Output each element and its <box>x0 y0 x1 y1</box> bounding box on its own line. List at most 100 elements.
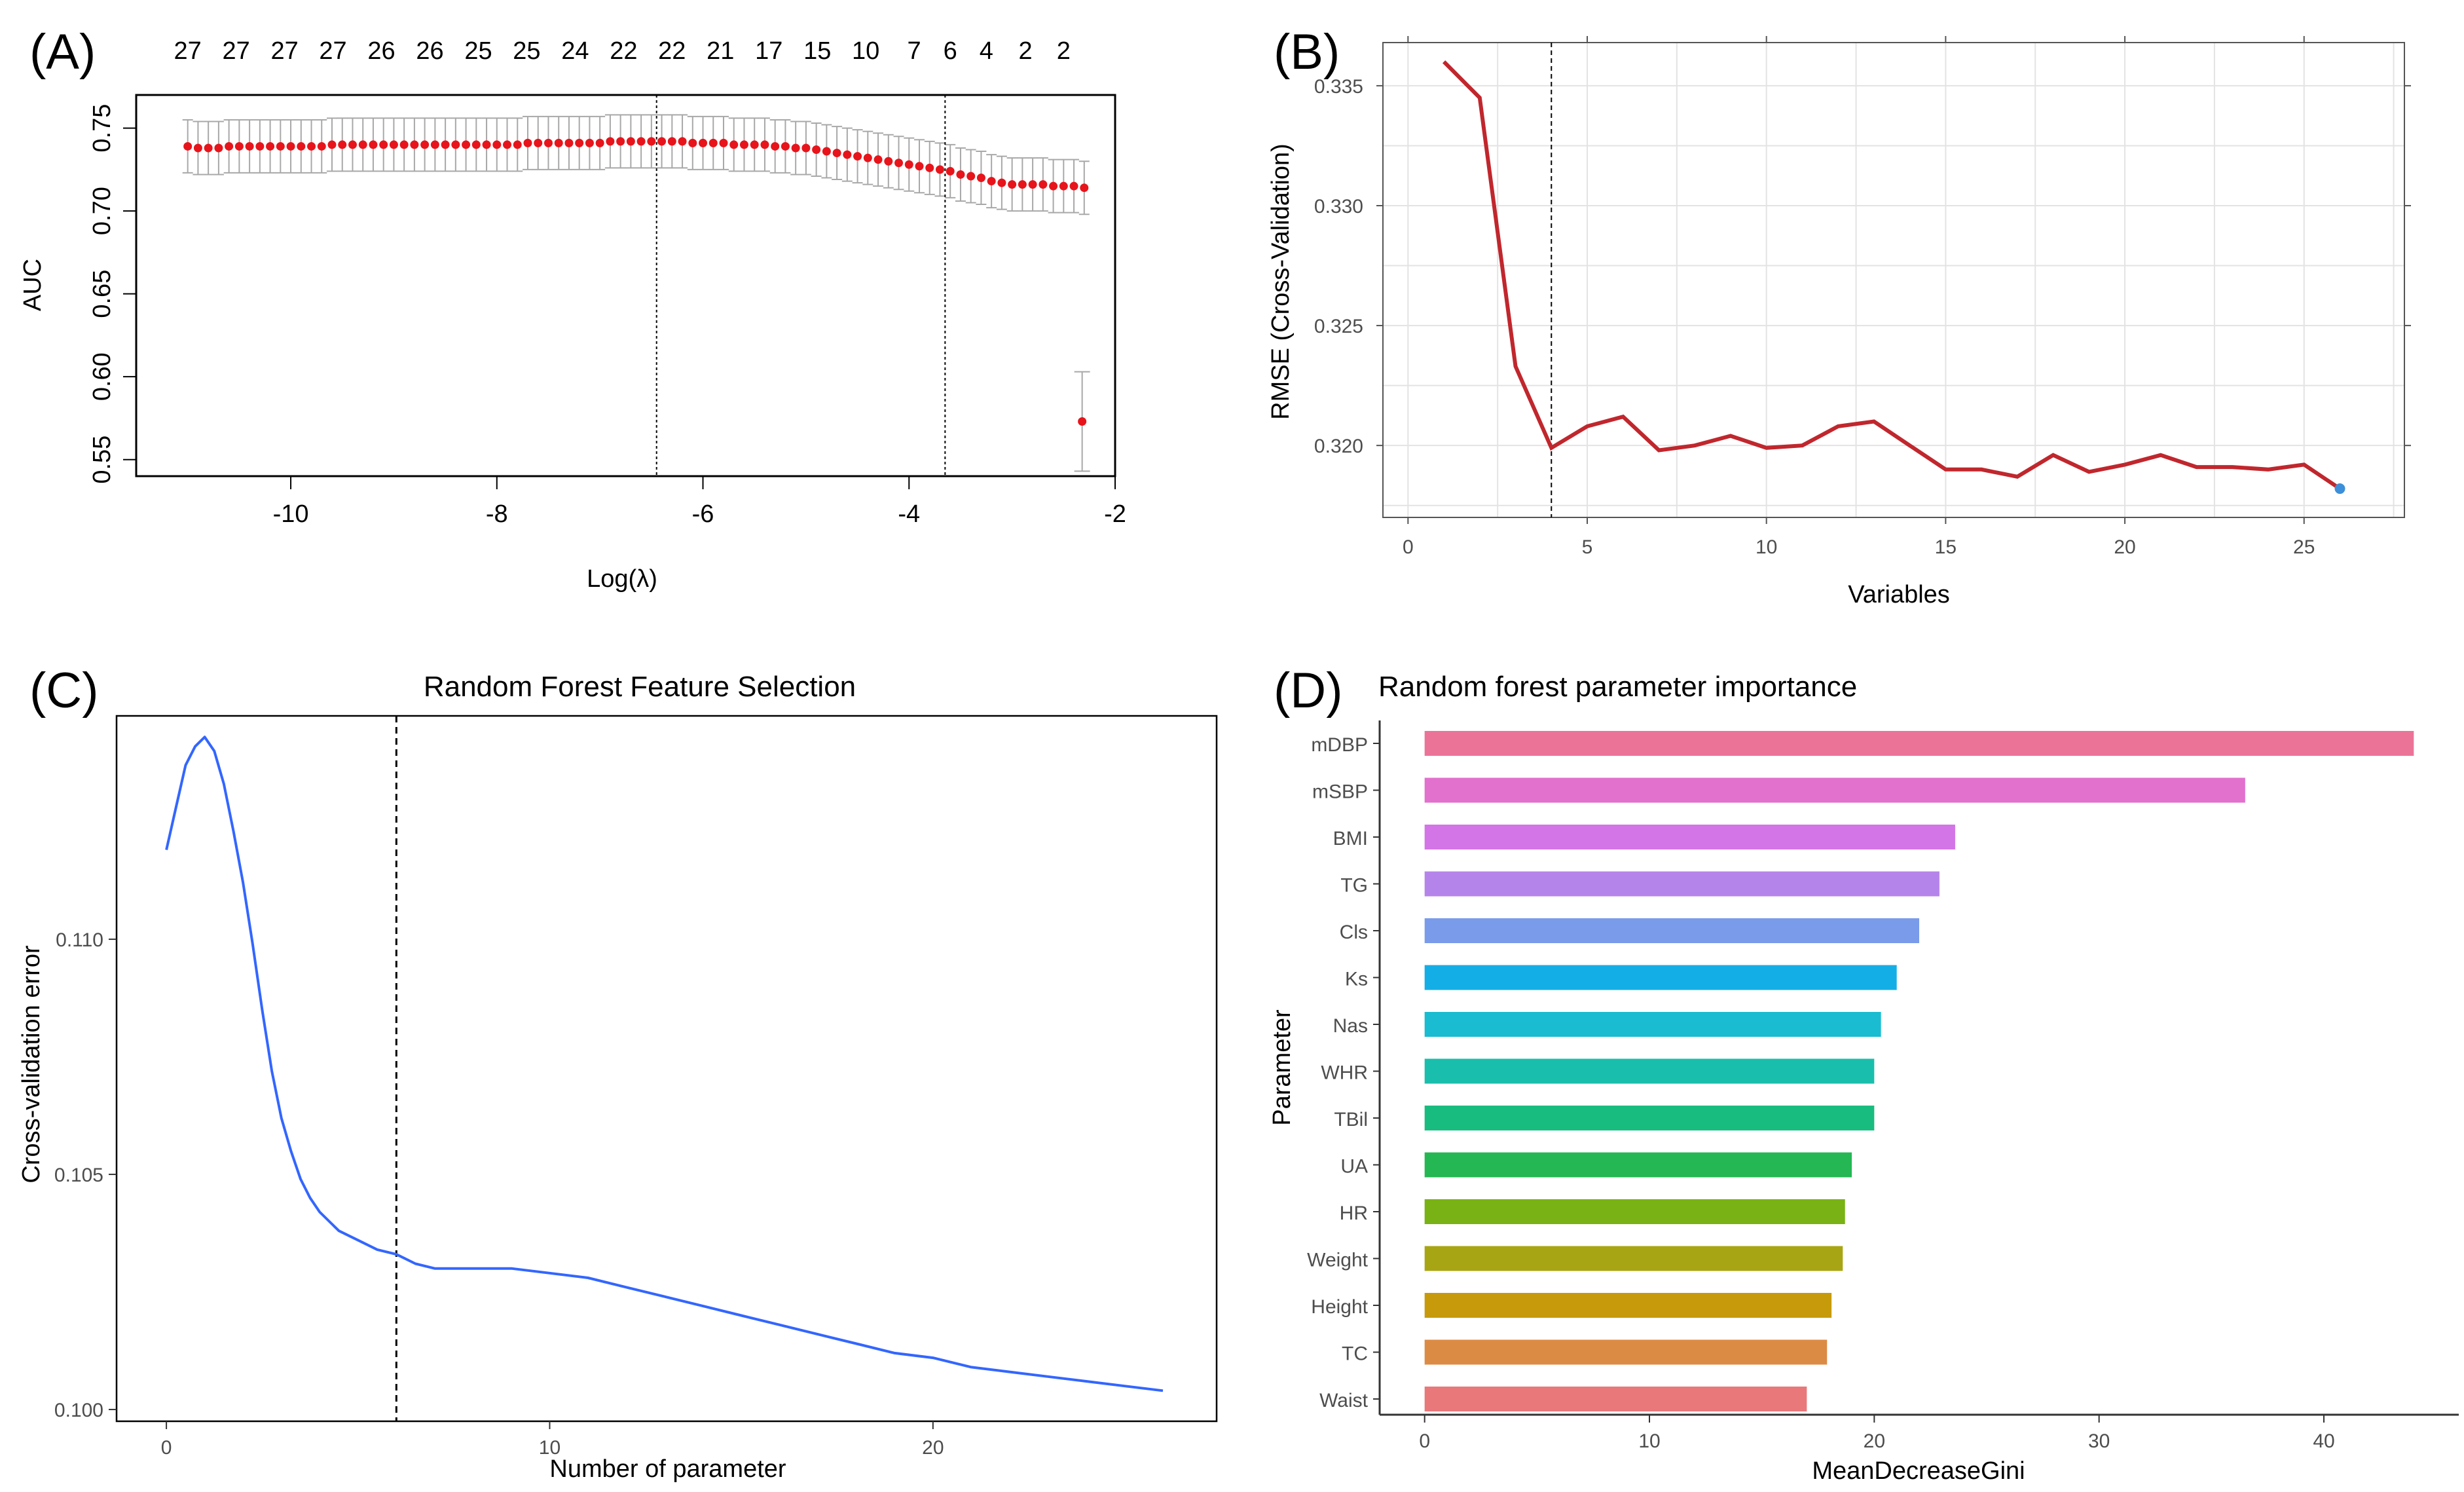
bar <box>1424 1152 1852 1178</box>
panel-b-rfe-rmse: (B) 0 5 10 15 20 25 0.320 0.325 0.330 0.335 Vari… <box>1267 24 2411 608</box>
x-tick-label: -6 <box>692 500 714 528</box>
data-point <box>832 149 841 158</box>
panel-b-series-line <box>1442 60 2342 491</box>
panel-b-x-axis: 0 5 10 15 20 25 <box>1403 36 2315 558</box>
data-point <box>1080 183 1089 193</box>
y-tick-label: Cls <box>1340 922 1368 943</box>
y-tick-label: 0.110 <box>56 929 103 951</box>
bar <box>1424 1387 1807 1411</box>
panel-c-plot-frame <box>115 715 1218 1423</box>
data-point <box>760 140 769 149</box>
bar <box>1424 1293 1832 1318</box>
data-point <box>482 140 491 149</box>
y-tick-label: UA <box>1340 1156 1368 1178</box>
data-point <box>317 141 326 151</box>
x-tick-label: 20 <box>2114 536 2135 558</box>
data-point <box>626 137 635 146</box>
x-tick-label: 20 <box>1864 1430 1885 1452</box>
y-tick-label: TC <box>1342 1343 1368 1365</box>
bar <box>1424 1106 1875 1130</box>
top-axis-count: 21 <box>707 37 734 65</box>
top-axis-count: 26 <box>416 37 443 65</box>
panel-b-x-label: Variables <box>1848 581 1950 608</box>
data-point <box>688 138 697 147</box>
data-point <box>616 137 625 146</box>
panel-c-series-line <box>165 736 1164 1392</box>
data-point <box>523 138 532 147</box>
y-tick-label: 0.330 <box>1314 196 1363 217</box>
panel-c-title: Random Forest Feature Selection <box>424 671 856 703</box>
data-point <box>708 138 718 147</box>
data-point <box>595 138 604 147</box>
data-point <box>554 138 563 147</box>
panel-c-y-axis: 0.100 0.105 0.110 <box>54 929 117 1421</box>
data-point <box>853 152 862 161</box>
x-tick-label: 0 <box>1419 1430 1430 1452</box>
top-axis-count: 25 <box>464 37 492 65</box>
y-tick-label: 0.70 <box>88 187 116 235</box>
data-point <box>327 140 337 149</box>
data-point <box>739 140 748 149</box>
top-axis-count: 27 <box>223 37 250 65</box>
panel-a-y-label: AUC <box>19 259 46 311</box>
top-axis-count: 17 <box>755 37 782 65</box>
data-point <box>585 138 594 147</box>
data-point <box>276 141 285 151</box>
data-point <box>976 174 985 183</box>
y-tick-label: 0.105 <box>54 1165 103 1186</box>
data-point <box>843 150 852 159</box>
top-axis-count: 4 <box>980 37 993 65</box>
data-point <box>492 140 502 149</box>
panel-c-x-label: Number of parameter <box>549 1455 786 1483</box>
top-axis-count: 24 <box>561 37 589 65</box>
panel-a-y-axis: 0.55 0.60 0.65 0.70 0.75 <box>88 104 136 484</box>
panel-a-label: (A) <box>29 24 96 80</box>
x-tick-label: 5 <box>1582 536 1593 558</box>
data-point <box>369 140 378 149</box>
y-tick-label: 0.65 <box>88 270 116 318</box>
data-point <box>307 141 316 151</box>
y-tick-label: Weight <box>1307 1250 1368 1271</box>
data-point <box>1069 181 1078 191</box>
data-point <box>389 140 398 149</box>
panel-c-x-axis: 0 10 20 <box>161 1421 944 1459</box>
data-point <box>225 141 234 151</box>
data-point <box>935 165 944 174</box>
data-point <box>801 143 811 153</box>
panel-d-x-label: MeanDecreaseGini <box>1812 1457 2025 1485</box>
panel-d-x-axis: 0 10 20 30 40 <box>1419 1415 2335 1452</box>
panel-d-y-axis: mDBP mSBP BMI TG Cls Ks Nas WHR TBil UA HR Weight He… <box>1307 734 1380 1411</box>
data-point <box>771 141 780 151</box>
data-point <box>812 145 821 155</box>
data-point <box>183 141 193 151</box>
data-point <box>636 137 646 146</box>
top-axis-count: 15 <box>803 37 831 65</box>
panel-a-x-axis: -10 -8 -6 -4 -2 <box>273 476 1126 528</box>
data-point <box>204 143 213 153</box>
x-tick-label: 0 <box>1403 536 1414 558</box>
data-point <box>647 137 656 146</box>
data-point <box>234 141 244 151</box>
data-point <box>1049 181 1058 191</box>
data-point <box>956 170 965 179</box>
data-point <box>1028 180 1037 189</box>
panel-d-y-label: Parameter <box>1268 1009 1296 1126</box>
y-tick-label: TBil <box>1334 1109 1368 1130</box>
panel-a-points <box>183 137 1089 426</box>
bar <box>1424 1199 1845 1224</box>
data-point <box>667 137 676 146</box>
x-tick-label: 10 <box>1756 536 1777 558</box>
top-axis-count: 22 <box>610 37 637 65</box>
y-tick-label: TG <box>1340 875 1368 897</box>
bar <box>1424 918 1919 943</box>
bar <box>1424 1012 1881 1037</box>
data-point <box>471 140 481 149</box>
y-tick-label: HR <box>1340 1203 1368 1224</box>
panel-c-label: (C) <box>29 663 99 718</box>
data-point <box>348 140 357 149</box>
data-point <box>420 140 430 149</box>
y-tick-label: BMI <box>1333 828 1368 849</box>
data-point <box>214 143 223 153</box>
data-point <box>987 177 996 186</box>
x-tick-label: 20 <box>922 1437 944 1459</box>
